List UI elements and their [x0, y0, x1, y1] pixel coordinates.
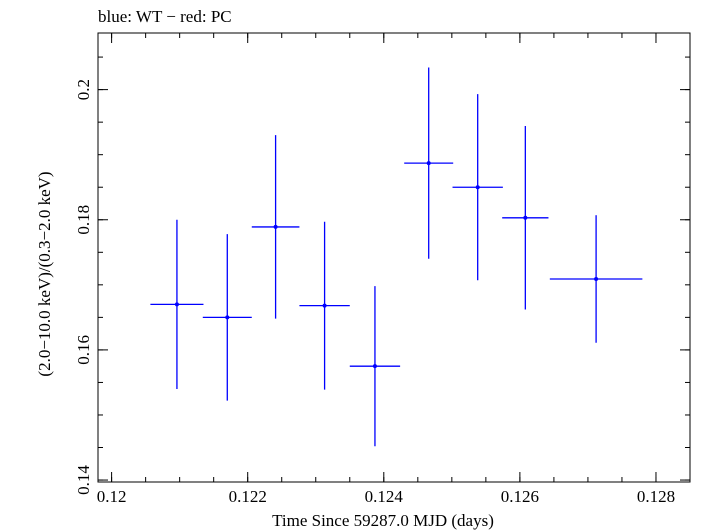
y-tick-label: 0.14 [74, 465, 93, 495]
data-point [475, 185, 480, 190]
series-layer [150, 67, 643, 447]
x-axis-label: Time Since 59287.0 MJD (days) [272, 511, 494, 530]
y-axis-label: (2.0−10.0 keV)/(0.3−2.0 keV) [35, 171, 54, 376]
data-point [372, 364, 377, 369]
data-point [322, 303, 327, 308]
data-point [225, 315, 230, 320]
data-point [174, 302, 179, 307]
plot-frame [97, 32, 691, 483]
data-point [273, 224, 278, 229]
data-point [426, 161, 431, 166]
y-tick-label: 0.2 [74, 79, 93, 100]
x-tick-label: 0.122 [229, 487, 267, 506]
x-tick-label: 0.12 [97, 487, 127, 506]
y-tick-label: 0.18 [74, 205, 93, 235]
y-tick-label: 0.16 [74, 335, 93, 365]
axis-ticks [98, 33, 691, 482]
plot-area: 0.12 0.122 0.124 0.126 0.128 0.14 0.16 0.18 0.2 [74, 32, 691, 506]
data-point [523, 215, 528, 220]
tick-labels: 0.12 0.122 0.124 0.126 0.128 0.14 0.16 0.18 0.2 [74, 79, 675, 506]
x-tick-label: 0.126 [501, 487, 539, 506]
chart-title: blue: WT − red: PC [98, 7, 232, 26]
data-point [594, 276, 599, 281]
x-tick-label: 0.124 [365, 487, 404, 506]
x-tick-label: 0.128 [637, 487, 675, 506]
series-wt [150, 67, 643, 447]
